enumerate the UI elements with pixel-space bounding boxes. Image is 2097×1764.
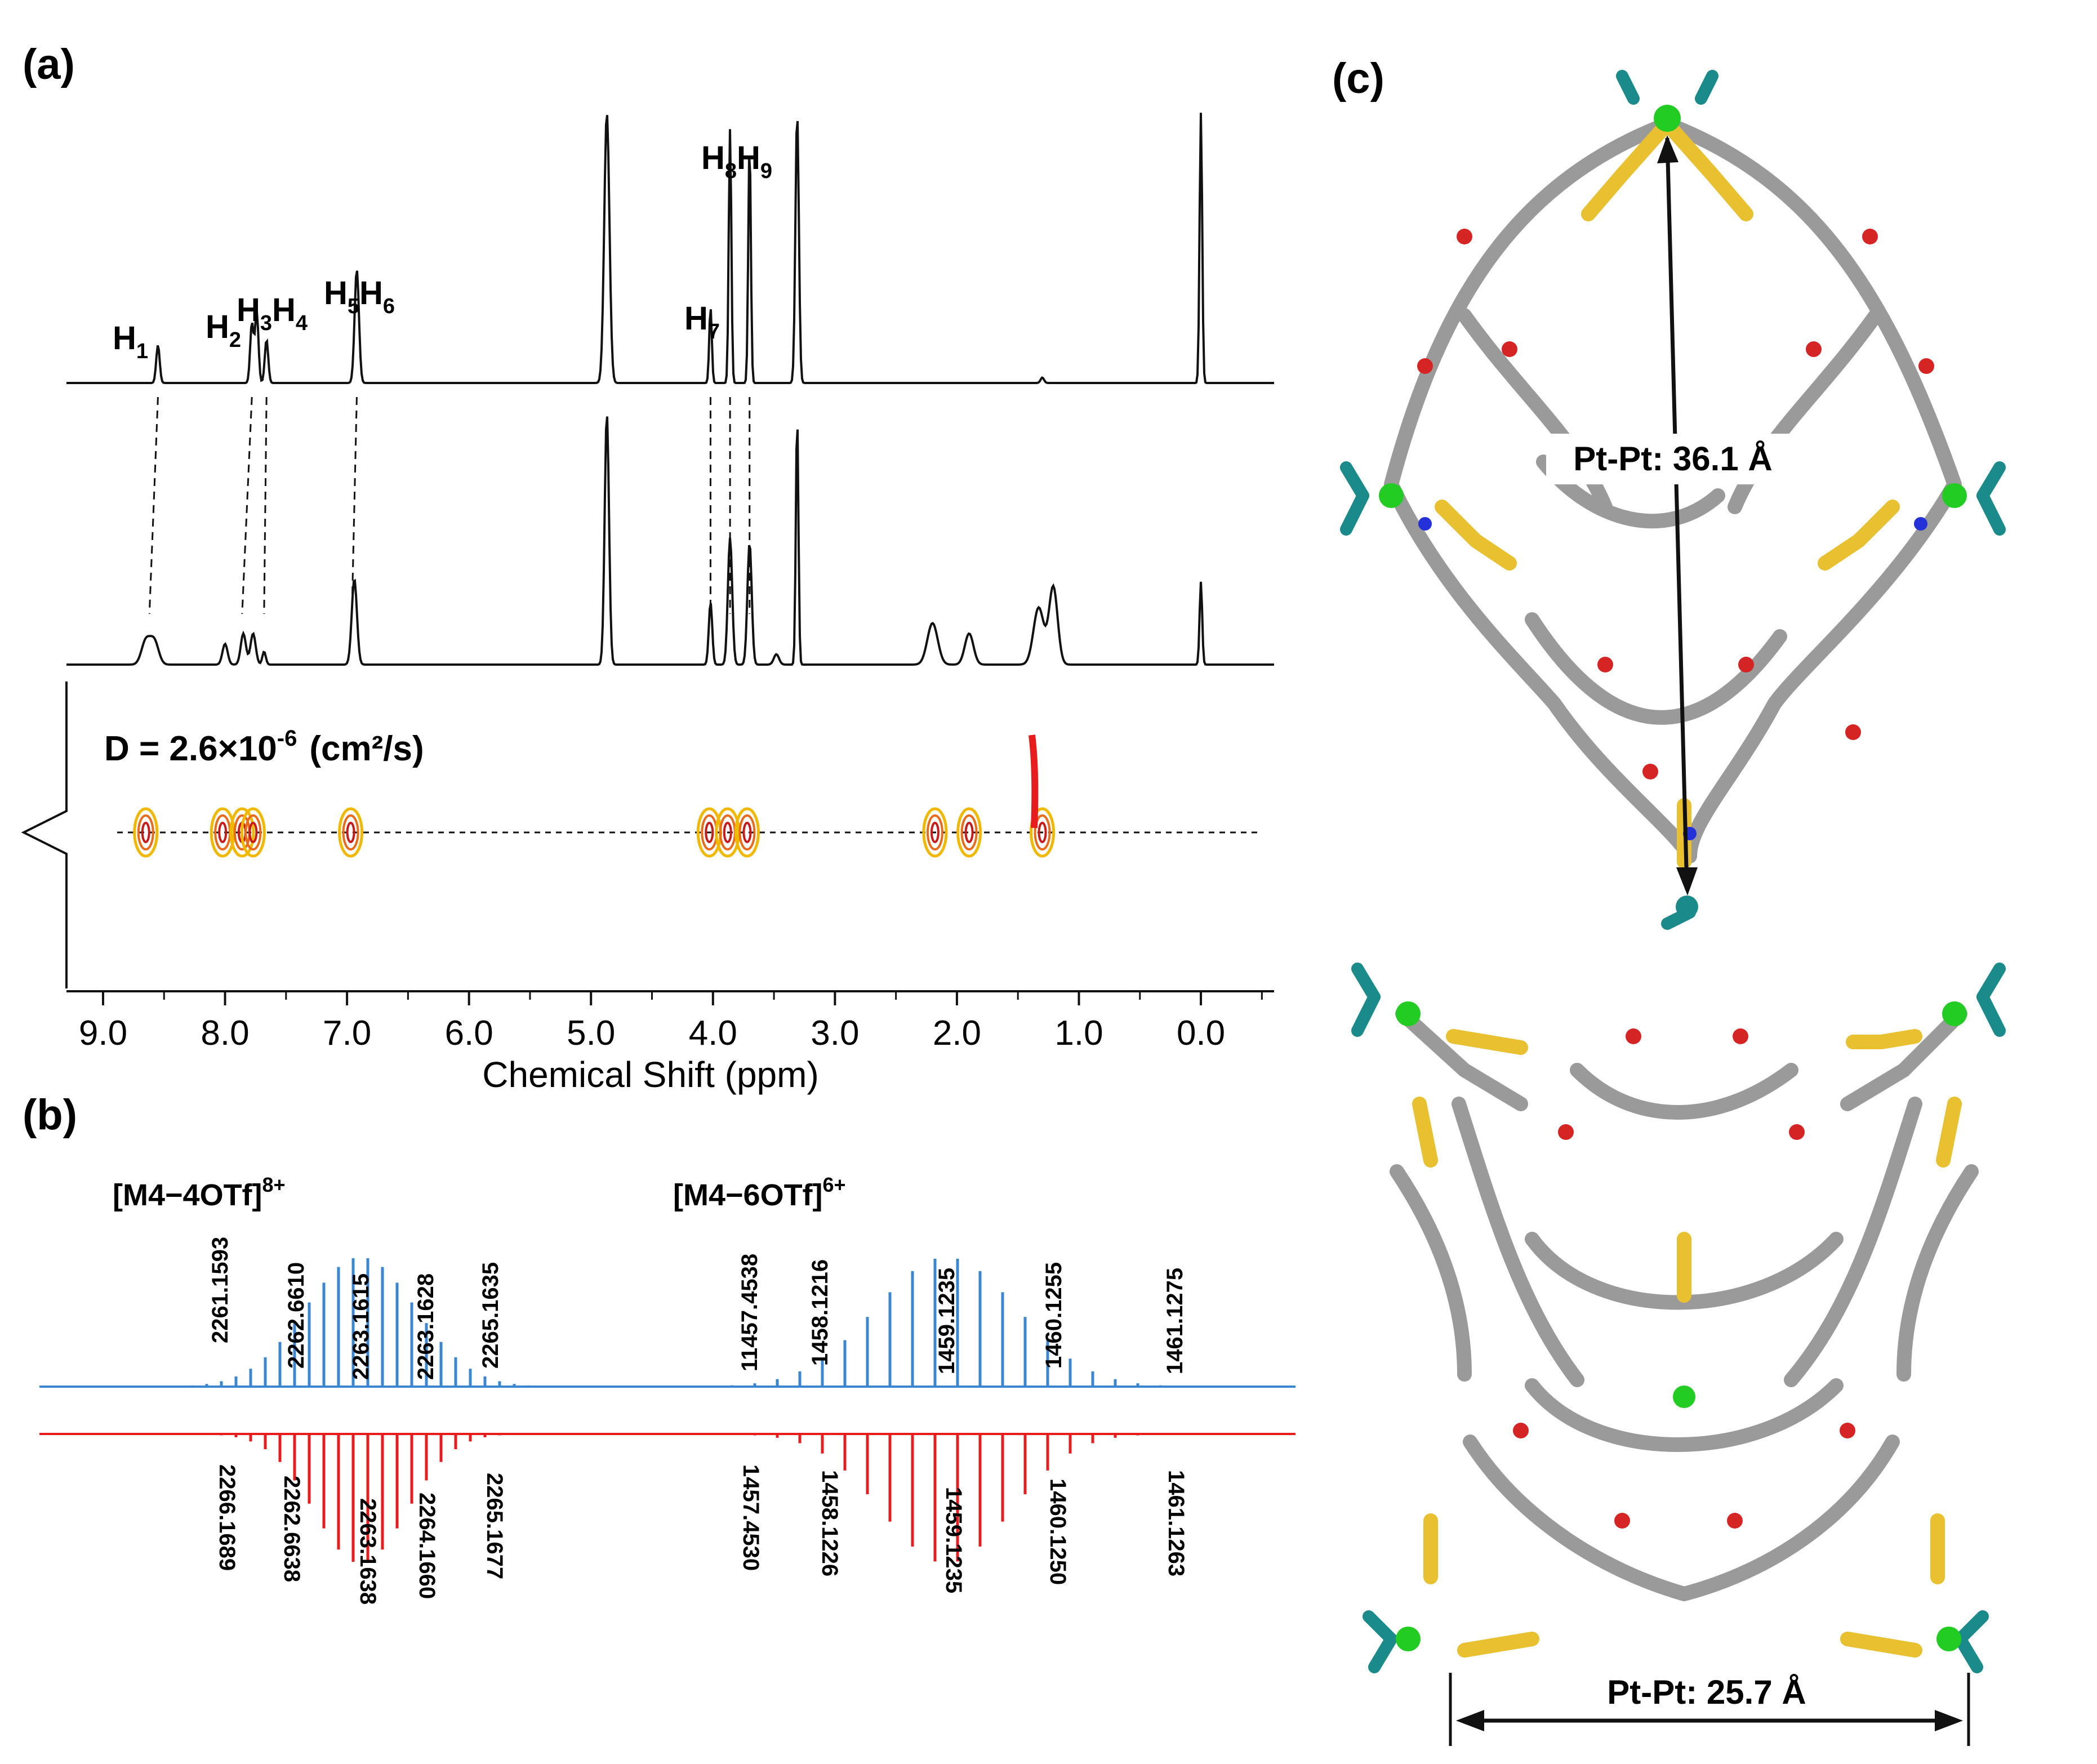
dosy-spot (956, 807, 982, 858)
dosy-projection-trace (21, 681, 68, 988)
dosy-spot (734, 807, 760, 858)
dosy-spot (240, 807, 266, 858)
peak-label-h8h9: H8H9 (701, 140, 772, 183)
ms-experimental-labels: 2261.1593 2262.6610 2263.1615 2263.1628 2265… (208, 1237, 1187, 1380)
correlation-line (263, 397, 268, 614)
top-pt-pt-distance: Pt-Pt: 36.1 Å (1573, 440, 1772, 478)
ms-experimental-peaks (190, 1258, 1162, 1387)
ms-experimental-label: 1461.1275 (1163, 1268, 1187, 1374)
dosy-spots (133, 807, 1056, 858)
dosy-spot (1030, 807, 1056, 858)
ms-simulated-label: 1461.1263 (1164, 1470, 1188, 1576)
top-distance-arrow (1665, 137, 1689, 890)
ms-experimental-label: 2265.1635 (478, 1262, 503, 1369)
panel-label-b: (b) (23, 1091, 77, 1139)
ligand-nmr-spectrum (66, 113, 1274, 384)
dosy-spot (229, 807, 255, 858)
peak-label-h7: H7 (684, 300, 720, 344)
ms-simulated-label: 1459.1235 (941, 1487, 966, 1593)
bottom-cage-model: Pt-Pt: 25.7 Å (1351, 963, 2006, 1746)
ms-panel: [M4−4OTf]8+ [M4−6OTf]6+ 2261.1593 2262.66… (39, 1173, 1295, 1605)
ms-simulated-label: 2262.6638 (279, 1476, 304, 1582)
peak-label-h2: H2 (206, 309, 241, 352)
correlation-line (148, 397, 159, 614)
ms-simulated-label: 1458.1226 (817, 1470, 842, 1576)
peak-correlation-lines (148, 397, 751, 614)
x-tick-label: 4.0 (689, 1014, 737, 1053)
top-cage-model: Pt-Pt: 36.1 Å (1340, 70, 2006, 930)
ms-experimental-label: 2263.1615 (349, 1273, 373, 1380)
ms-simulated-label: 1460.1250 (1045, 1478, 1070, 1585)
panel-label-c: (c) (1332, 55, 1384, 103)
ms-simulated-labels: 2266.1689 2262.6638 2263.1638 2264.1660 2265… (215, 1464, 1188, 1605)
ms-experimental-label: 2261.1593 (208, 1237, 233, 1343)
ms-simulated-label: 2265.1677 (482, 1473, 507, 1579)
ion-label-6plus: [M4−6OTf]6+ (673, 1173, 846, 1212)
ms-simulated-label: 2264.1660 (415, 1493, 439, 1599)
ms-experimental-label: 11457.4538 (737, 1254, 762, 1371)
x-tick-label: 9.0 (79, 1014, 127, 1053)
peak-label-h5h6: H5H6 (324, 275, 395, 318)
x-tick-label: 7.0 (323, 1014, 371, 1053)
ion-label-8plus: [M4−4OTf]8+ (113, 1173, 286, 1212)
dosy-spot (922, 807, 948, 858)
dosy-streak (1029, 734, 1039, 828)
correlation-line (241, 397, 253, 614)
ms-experimental-label: 2263.1628 (413, 1273, 438, 1380)
ms-simulated-label: 1457.4530 (738, 1464, 763, 1571)
cage-nmr-spectrum (66, 416, 1274, 666)
x-tick-label: 1.0 (1054, 1014, 1103, 1053)
peak-label-h3h4: H3H4 (237, 292, 308, 335)
ms-experimental-label: 1459.1235 (934, 1268, 959, 1374)
x-tick-label: 0.0 (1177, 1014, 1225, 1053)
structure-panel: Pt-Pt: 36.1 Å (1340, 70, 2006, 1746)
dosy-spot (338, 807, 364, 858)
ms-experimental-label: 2262.6610 (284, 1262, 309, 1369)
panel-label-a: (a) (23, 41, 75, 88)
dosy-spot (133, 807, 159, 858)
x-axis-ticks: 9.0 8.0 7.0 6.0 5.0 4.0 3.0 2.0 1.0 0.0 (79, 991, 1263, 1053)
ms-simulated-label: 2266.1689 (215, 1464, 239, 1571)
dosy-coefficient-label: D = 2.6×10-6 (cm²/s) (104, 726, 424, 768)
ms-experimental-label: 1458.1216 (808, 1259, 832, 1366)
x-tick-label: 3.0 (811, 1014, 859, 1053)
ms-experimental-label: 1460.1255 (1041, 1262, 1066, 1369)
peak-label-h1: H1 (113, 320, 148, 363)
correlation-line (351, 397, 358, 614)
x-tick-label: 6.0 (445, 1014, 493, 1053)
ms-simulated-peaks (220, 1434, 1139, 1562)
x-axis-title: Chemical Shift (ppm) (482, 1054, 819, 1095)
ms-simulated-label: 2263.1638 (355, 1498, 380, 1605)
x-tick-label: 8.0 (201, 1014, 249, 1053)
x-tick-label: 5.0 (567, 1014, 615, 1053)
bottom-pt-pt-distance: Pt-Pt: 25.7 Å (1607, 1673, 1806, 1711)
x-tick-label: 2.0 (933, 1014, 981, 1053)
